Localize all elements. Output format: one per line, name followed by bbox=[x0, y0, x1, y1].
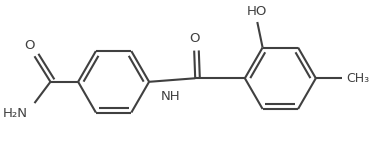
Text: O: O bbox=[189, 32, 199, 45]
Text: CH₃: CH₃ bbox=[346, 72, 370, 85]
Text: H₂N: H₂N bbox=[3, 107, 28, 120]
Text: O: O bbox=[24, 39, 34, 52]
Text: HO: HO bbox=[247, 5, 268, 18]
Text: NH: NH bbox=[161, 90, 180, 103]
